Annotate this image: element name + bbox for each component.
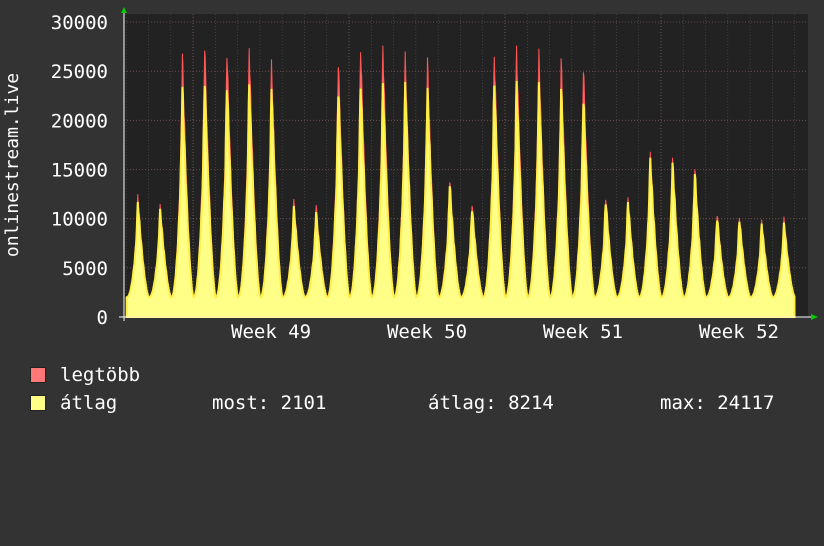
stat-now: most: 2101	[212, 392, 327, 414]
y-tick-label: 5000	[62, 258, 108, 280]
y-tick-label: 30000	[51, 12, 108, 34]
grid	[124, 14, 808, 317]
x-axis-arrow	[811, 314, 818, 320]
legend-swatch-max	[30, 367, 46, 383]
y-axis-arrow	[121, 7, 127, 13]
stat-max: max: 24117	[660, 392, 775, 414]
x-axis: Week 49 Week 50 Week 51 Week 52	[231, 321, 779, 343]
legend-row-max: legtöbb	[30, 364, 140, 452]
y-axis-label: onlinestream.live	[2, 73, 23, 257]
legend-swatch-avg	[30, 395, 46, 411]
legend-row-avg: átlag most: 2101 átlag: 8214 max: 24117	[30, 392, 774, 546]
y-tick-label: 25000	[51, 61, 108, 83]
series-avg-area	[125, 80, 796, 318]
y-tick-label: 0	[97, 307, 108, 329]
y-tick-label: 20000	[51, 110, 108, 132]
x-tick-label: Week 49	[231, 321, 311, 343]
x-tick-label: Week 51	[543, 321, 623, 343]
y-tick-label: 10000	[51, 209, 108, 231]
y-tick-label: 15000	[51, 160, 108, 182]
stat-avg: átlag: 8214	[428, 392, 554, 414]
legend-label-max: legtöbb	[60, 364, 141, 386]
legend-label-avg: átlag	[60, 392, 118, 414]
y-axis: 0 5000 10000 15000 20000 25000 30000	[51, 12, 108, 329]
x-tick-label: Week 52	[699, 321, 779, 343]
x-tick-label: Week 50	[387, 321, 467, 343]
